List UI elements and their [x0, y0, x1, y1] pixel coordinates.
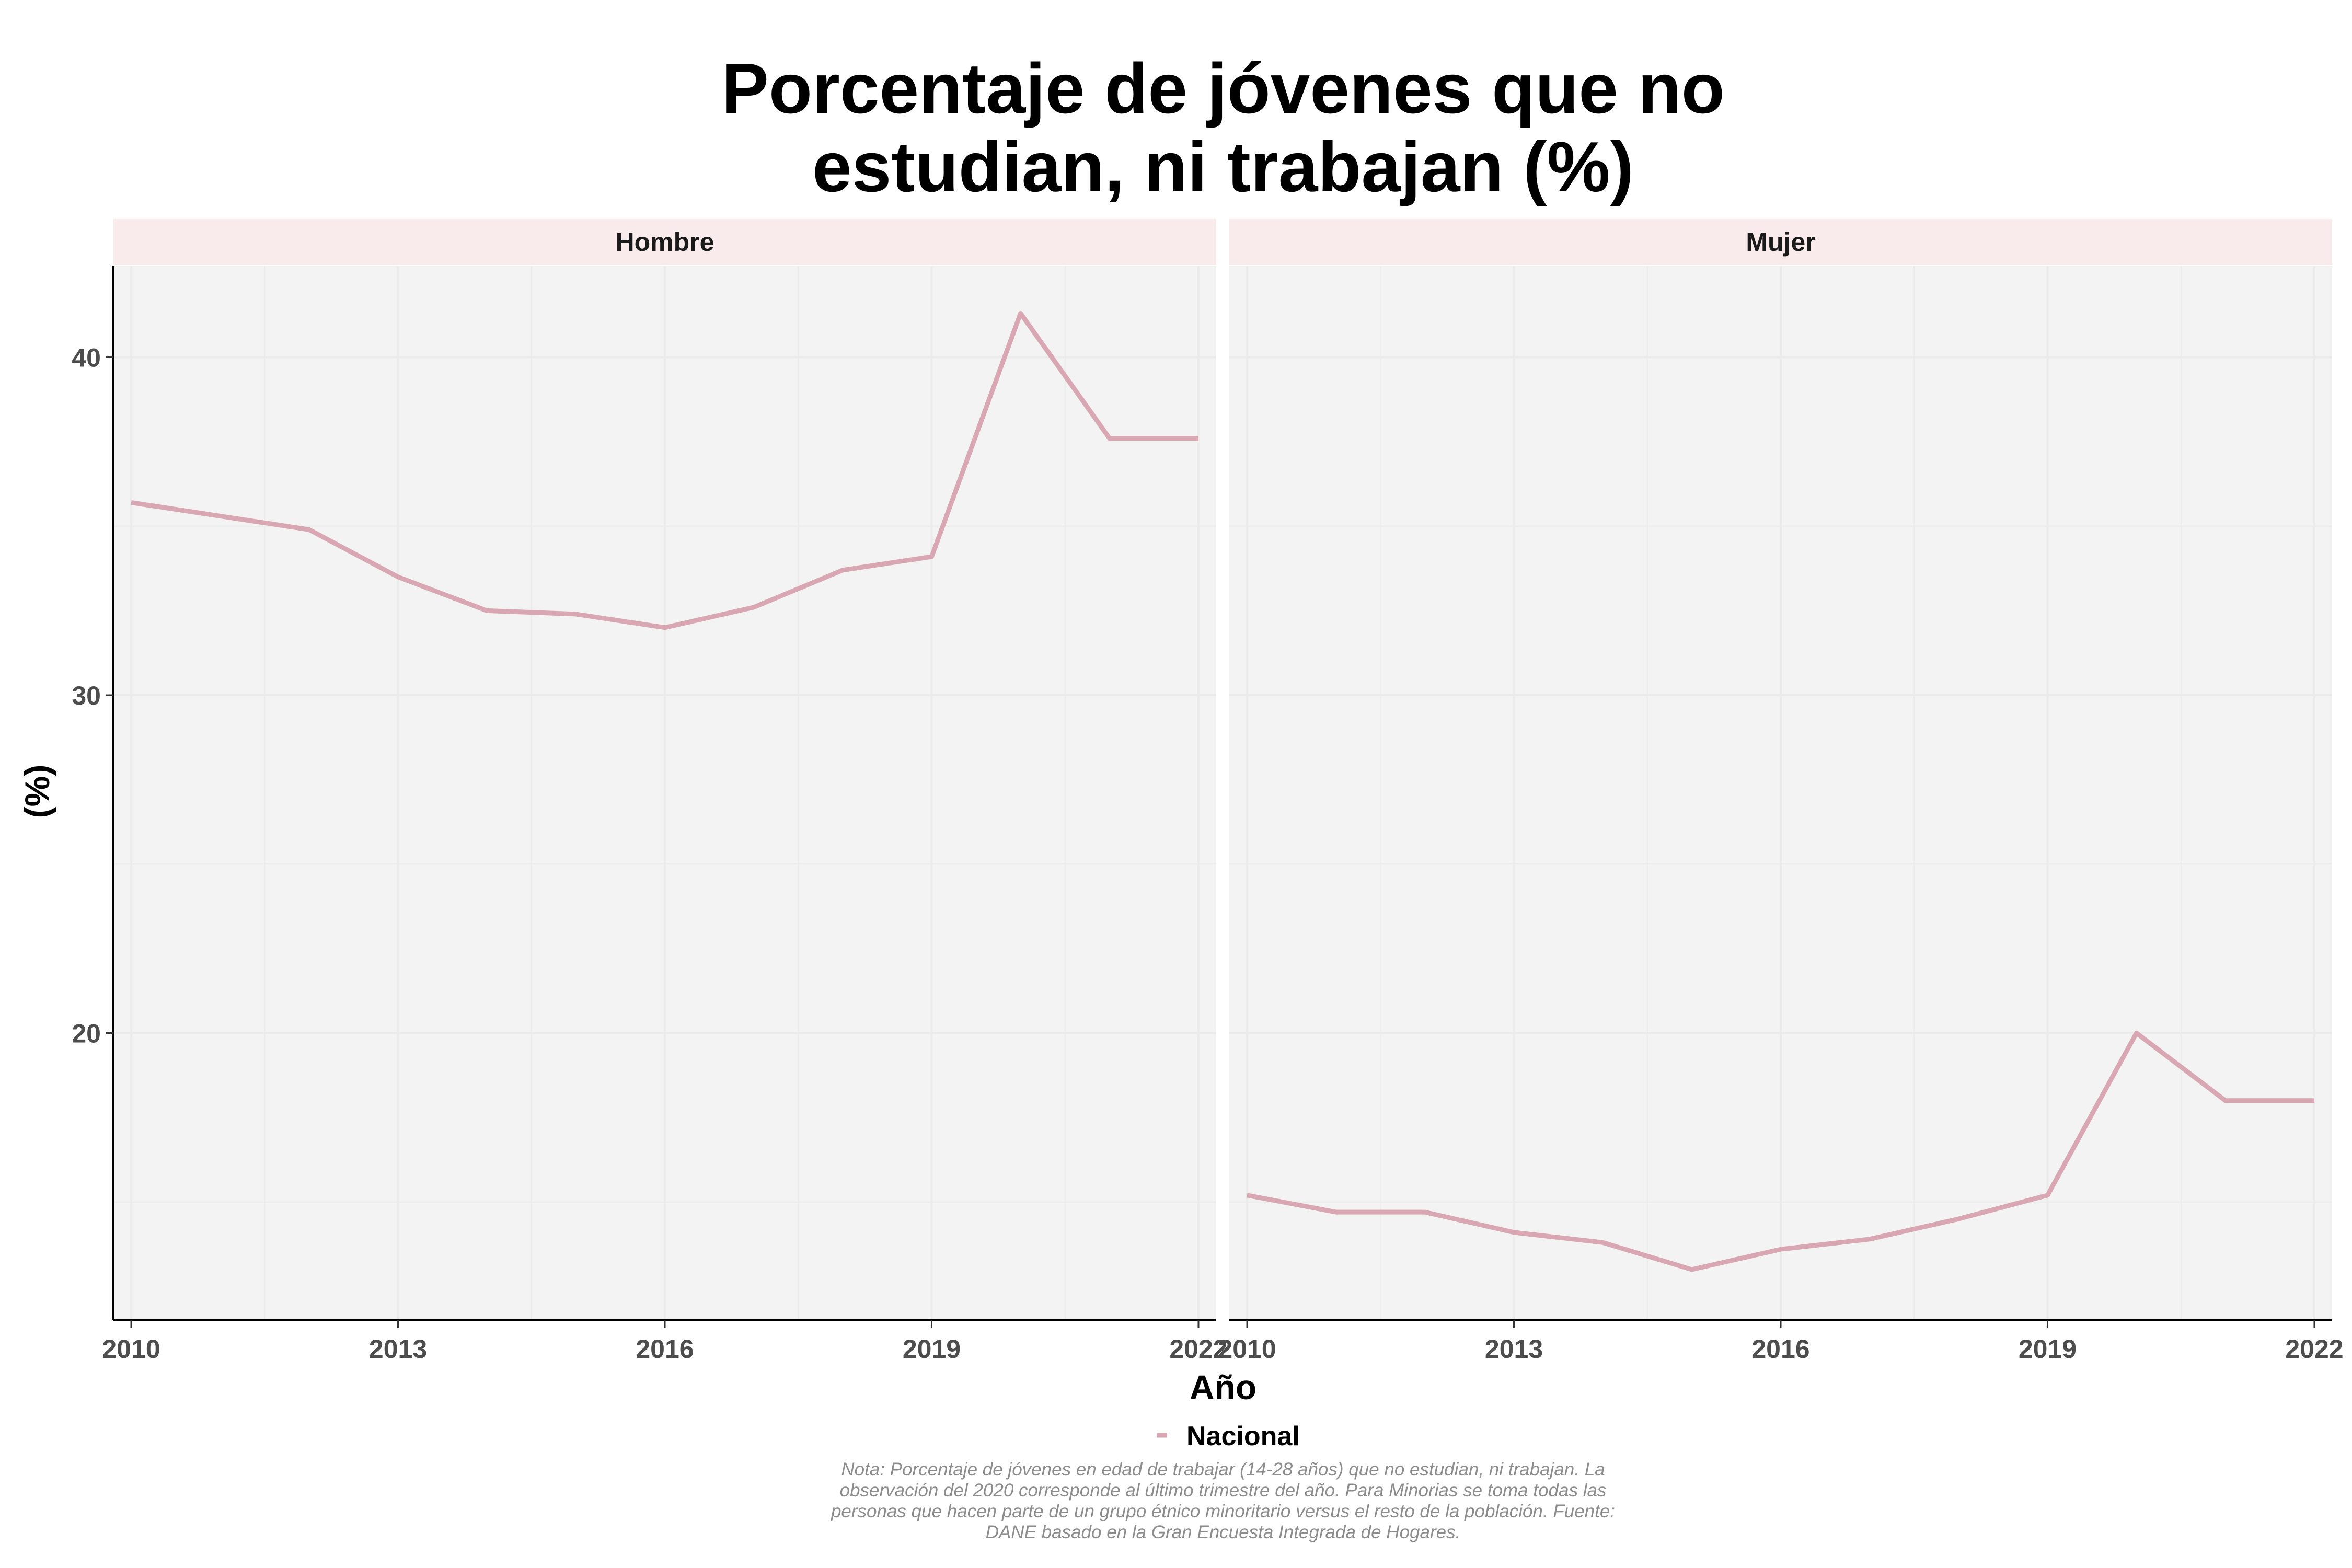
- legend-label-nacional: Nacional: [1186, 1421, 1300, 1451]
- x-tick-label: 2013: [1485, 1334, 1543, 1364]
- chart-title: Porcentaje de jóvenes que no estudian, n…: [721, 49, 1725, 206]
- x-tick-label: 2022: [2285, 1334, 2343, 1364]
- panel-hombre: Hombre 2010 2013 2016 2019 2022 20 30 40: [72, 219, 1228, 1364]
- x-tick-label: 2013: [369, 1334, 427, 1364]
- x-axis-title: Año: [1190, 1368, 1256, 1406]
- x-tick-label: 2010: [1218, 1334, 1276, 1364]
- facet-strip: [113, 219, 1216, 265]
- y-tick-label: 40: [72, 343, 101, 373]
- note-line-2: observación del 2020 corresponde al últi…: [840, 1480, 1607, 1501]
- title-line-1: Porcentaje de jóvenes que no: [721, 49, 1725, 128]
- facet-strip: [1229, 219, 2332, 265]
- legend: Nacional: [1157, 1421, 1300, 1451]
- note-line-3: personas que hacen parte de un grupo étn…: [831, 1501, 1615, 1521]
- note-line-1: Nota: Porcentaje de jóvenes en edad de t…: [841, 1459, 1605, 1480]
- facet-label: Mujer: [1746, 227, 1815, 257]
- note-line-4: DANE basado en la Gran Encuesta Integrad…: [986, 1522, 1461, 1542]
- y-axis-title: (%): [18, 765, 56, 818]
- x-tick-label: 2016: [636, 1334, 694, 1364]
- facet-label: Hombre: [616, 227, 714, 257]
- panel-mujer: Mujer 2010 2013 2016 2019 2022: [1218, 219, 2344, 1364]
- x-tick-label: 2019: [903, 1334, 961, 1364]
- x-tick-label: 2010: [102, 1334, 160, 1364]
- caption-note: Nota: Porcentaje de jóvenes en edad de t…: [831, 1459, 1615, 1542]
- panels: Hombre 2010 2013 2016 2019 2022 20 30 40 Mujer 201…: [72, 219, 2344, 1364]
- x-tick-label: 2016: [1751, 1334, 1809, 1364]
- x-tick-label: 2022: [1169, 1334, 1227, 1364]
- x-tick-label: 2019: [2019, 1334, 2077, 1364]
- y-tick-label: 20: [72, 1019, 101, 1048]
- y-tick-label: 30: [72, 681, 101, 710]
- title-line-2: estudian, ni trabajan (%): [812, 127, 1634, 206]
